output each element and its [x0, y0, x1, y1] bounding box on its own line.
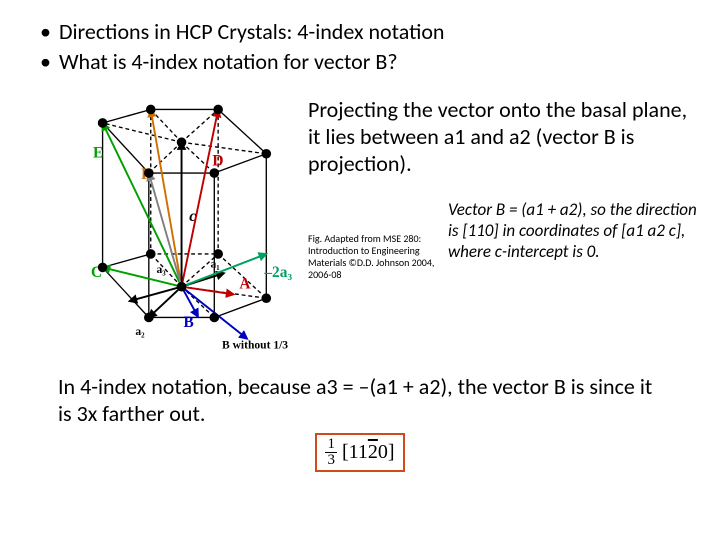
figure-caption: Fig. Adapted from MSE 280: Introduction …	[308, 199, 448, 281]
bullet-1: • Directions in HCP Crystals: 4-index no…	[40, 18, 702, 46]
bullet-dot: •	[40, 18, 51, 46]
bullet-2: • What is 4-index notation for vector B?	[40, 48, 702, 76]
fraction-num: 1	[325, 437, 337, 453]
bullet-2-text: What is 4-index notation for vector B?	[59, 48, 398, 76]
svg-text:a₃: a₃	[157, 264, 167, 276]
vector-b-paragraph: Vector B = (a1 + a2), so the direction i…	[448, 199, 700, 281]
bullet-dot: •	[40, 48, 51, 76]
projection-paragraph: Projecting the vector onto the basal pla…	[308, 96, 700, 177]
bullet-1-text: Directions in HCP Crystals: 4-index nota…	[59, 18, 445, 46]
svg-text:B: B	[183, 314, 193, 331]
fraction-den: 3	[325, 453, 337, 468]
svg-text:–2a₃: –2a₃	[263, 264, 292, 281]
svg-text:E: E	[93, 145, 103, 162]
svg-text:B without 1/3: B without 1/3	[222, 339, 288, 351]
svg-text:a₂: a₂	[135, 326, 145, 338]
conclusion-text: In 4-index notation, because a3 = –(a1 +…	[0, 361, 720, 427]
svg-text:a₁: a₁	[210, 258, 219, 270]
miller-bravais-formula: 13 [1120]	[315, 433, 404, 472]
svg-text:c: c	[189, 208, 196, 225]
svg-text:A: A	[239, 276, 250, 293]
hcp-figure: EFDca₃a₁ACBa₂–2a₃B without 1/3	[40, 96, 300, 361]
svg-text:D: D	[212, 152, 223, 169]
